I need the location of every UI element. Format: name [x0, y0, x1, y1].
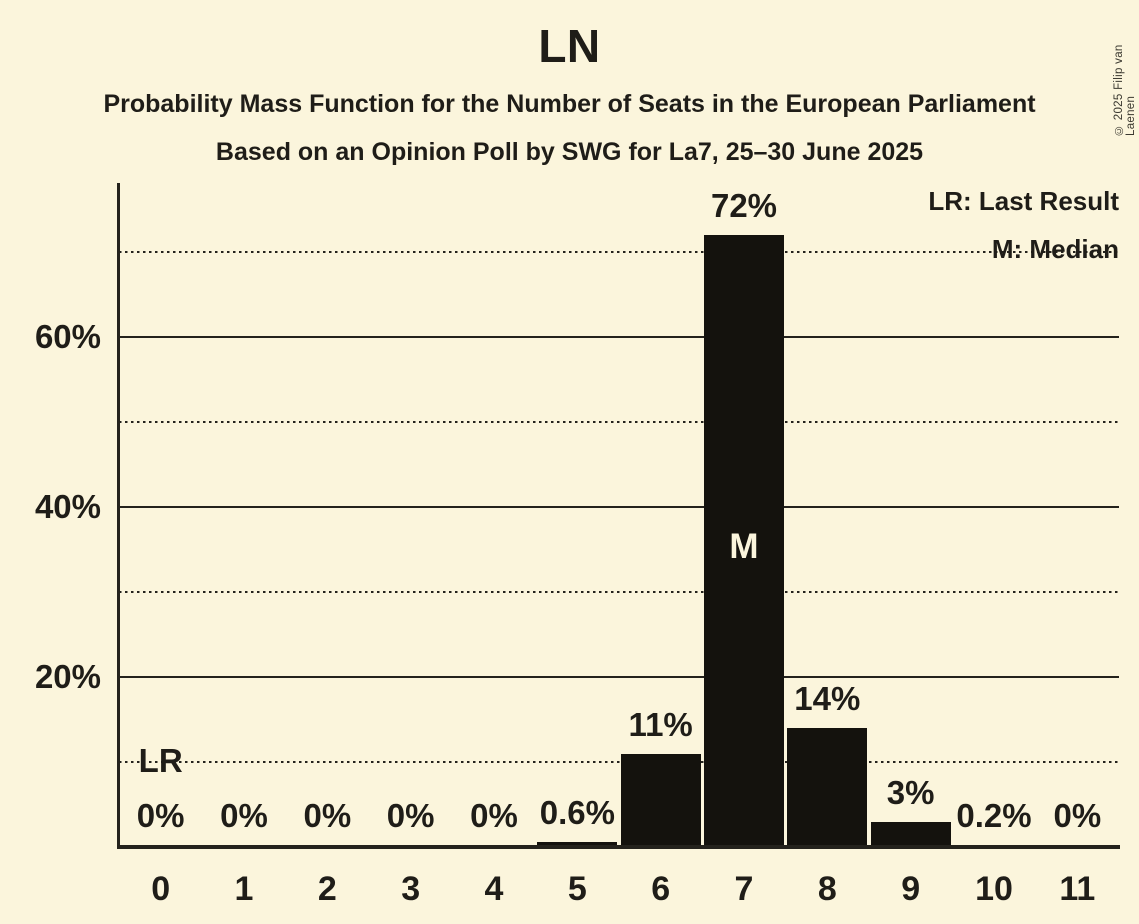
bar-value-label-seat-7: 72% — [710, 187, 778, 224]
bar-seat-8 — [787, 728, 868, 847]
bar-value-label-seat-4: 0% — [470, 797, 518, 834]
last-result-marker: LR — [138, 742, 183, 779]
y-axis-tick-label: 60% — [34, 318, 101, 355]
bar-value-label-seat-0: 0% — [136, 797, 185, 834]
x-axis-label-seat-2: 2 — [317, 870, 337, 908]
gridline-solid-40pct — [119, 506, 1119, 508]
x-axis-label-seat-6: 6 — [651, 870, 671, 908]
chart-title: LN — [538, 20, 601, 72]
bar-seat-6 — [620, 753, 701, 847]
x-axis-label-seat-5: 5 — [567, 870, 587, 908]
x-axis-line — [117, 845, 1120, 849]
x-axis-label-seat-3: 3 — [401, 870, 421, 908]
y-axis-line — [117, 183, 120, 847]
x-axis-label-seat-9: 9 — [901, 870, 921, 908]
gridline-dotted-50pct — [119, 421, 1119, 424]
y-axis-tick-label: 40% — [34, 488, 101, 525]
median-marker: M — [729, 527, 759, 566]
legend-last-result: LR: Last Result — [928, 186, 1119, 216]
bar-value-label-seat-3: 0% — [386, 797, 435, 834]
bar-value-label-seat-10: 0.2% — [956, 797, 1032, 834]
bar-value-label-seat-8: 14% — [794, 680, 861, 717]
gridline-dotted-70pct — [119, 251, 1119, 254]
x-axis-label-seat-8: 8 — [817, 870, 837, 908]
x-axis-label-seat-4: 4 — [484, 870, 504, 908]
legend-median: M: Median — [991, 234, 1119, 264]
bar-value-label-seat-9: 3% — [886, 773, 935, 811]
bar-value-label-seat-2: 0% — [303, 797, 352, 834]
bar-value-label-seat-6: 11% — [628, 705, 693, 743]
x-axis-label-seat-11: 11 — [1059, 870, 1096, 908]
x-axis-label-seat-0: 0 — [151, 870, 171, 908]
gridline-solid-20pct — [119, 676, 1119, 678]
x-axis-label-seat-7: 7 — [734, 870, 754, 908]
chart-subtitle: Probability Mass Function for the Number… — [103, 90, 1036, 118]
x-axis-label-seat-1: 1 — [234, 870, 254, 908]
bar-seat-9 — [870, 821, 951, 847]
chart-poll-info: Based on an Opinion Poll by SWG for La7,… — [215, 138, 924, 166]
bar-seat-5 — [537, 841, 618, 847]
y-axis-tick-label: 20% — [34, 658, 101, 695]
gridline-dotted-10pct — [119, 761, 1119, 764]
bar-seat-7 — [704, 235, 784, 847]
x-axis-label-seat-10: 10 — [975, 870, 1013, 908]
gridline-dotted-30pct — [119, 591, 1119, 594]
bar-value-label-seat-5: 0.6% — [539, 793, 615, 831]
bar-value-label-seat-1: 0% — [220, 797, 268, 834]
gridline-solid-60pct — [119, 336, 1119, 338]
bar-value-label-seat-11: 0% — [1053, 797, 1102, 834]
